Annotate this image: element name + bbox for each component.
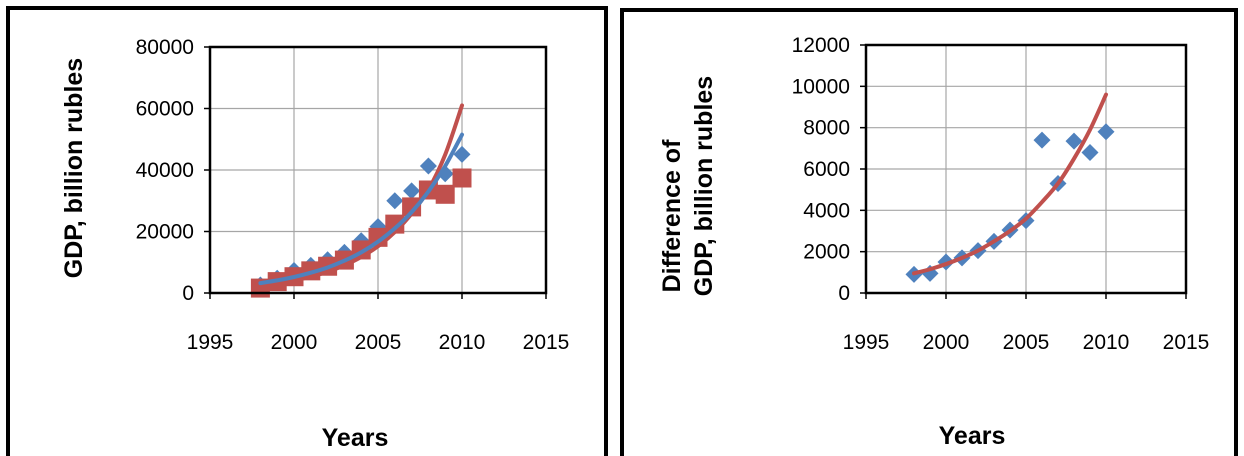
gdp-chart-y-ticks: 0 20000 40000 60000 80000 [136,36,210,305]
gdp-difference-chart-y-axis-title-line1: Difference of [658,139,686,292]
gdp-difference-chart-y-tick-label: 0 [838,282,850,305]
gdp-difference-chart: 1995 2000 2005 2010 2015 0 2000 4000 6000 8000 10… [658,34,1209,450]
gdp-chart: 1995 2000 2005 2010 2015 0 20000 40000 60000 800… [60,36,569,452]
gdp-chart-x-tick-label: 2005 [355,331,402,354]
gdp-chart-x-tick-label: 2010 [439,331,486,354]
gdp-difference-chart-diamond-point [1065,132,1083,150]
gdp-difference-chart-y-tick-label: 12000 [792,34,850,57]
gdp-chart-x-ticks: 1995 2000 2005 2010 2015 [187,293,570,354]
gdp-difference-chart-y-tick-label: 2000 [803,241,850,264]
gdp-chart-x-axis-title: Years [322,424,389,452]
gdp-difference-chart-x-tick-label: 2010 [1083,331,1130,354]
gdp-difference-chart-diamond-point [1033,131,1051,149]
gdp-chart-square-point [435,184,455,204]
gdp-chart-y-tick-label: 80000 [136,36,194,59]
gdp-chart-trendline-trend_blue [258,132,464,286]
gdp-chart-x-tick-label: 2000 [271,331,318,354]
panel-frame-right [620,8,1238,456]
gdp-difference-chart-series [905,92,1115,283]
gdp-chart-diamond-point [386,192,404,210]
gdp-difference-chart-x-tick-label: 2000 [923,331,970,354]
gdp-difference-chart-y-tick-label: 8000 [803,117,850,140]
gdp-difference-chart-x-axis-title: Years [939,422,1006,450]
gdp-difference-chart-x-tick-label: 1995 [843,331,890,354]
gdp-chart-y-tick-label: 20000 [136,221,194,244]
gdp-difference-chart-x-tick-label: 2015 [1163,331,1210,354]
gdp-difference-chart-diamond-point [1097,123,1115,141]
gdp-chart-square-point [452,168,472,188]
gdp-difference-chart-y-ticks: 0 2000 4000 6000 8000 10000 12000 [792,34,866,305]
gdp-chart-x-tick-label: 2015 [523,331,570,354]
gdp-difference-chart-y-tick-label: 6000 [803,158,850,181]
gdp-difference-chart-y-tick-label: 4000 [803,199,850,222]
gdp-difference-chart-trendline-trend_red [912,92,1108,276]
gdp-chart-diamond-point [403,182,421,200]
gdp-chart-diamond-point [419,157,437,175]
gdp-difference-chart-x-ticks: 1995 2000 2005 2010 2015 [843,293,1210,354]
gdp-difference-chart-y-axis-title-line2: GDP, billion rubles [690,76,718,296]
gdp-difference-chart-x-tick-label: 2005 [1003,331,1050,354]
gdp-chart-square-point [402,197,422,217]
gdp-chart-y-axis-title: GDP, billion rubles [60,58,88,278]
gdp-difference-chart-y-tick-label: 10000 [792,75,850,98]
gdp-difference-chart-diamond-point [1081,143,1099,161]
gdp-chart-series [250,103,472,298]
gdp-chart-x-tick-label: 1995 [187,331,234,354]
gdp-chart-diamond-point [453,145,471,163]
gdp-chart-y-tick-label: 40000 [136,159,194,182]
gdp-chart-y-tick-label: 0 [182,282,194,305]
gdp-chart-y-tick-label: 60000 [136,98,194,121]
